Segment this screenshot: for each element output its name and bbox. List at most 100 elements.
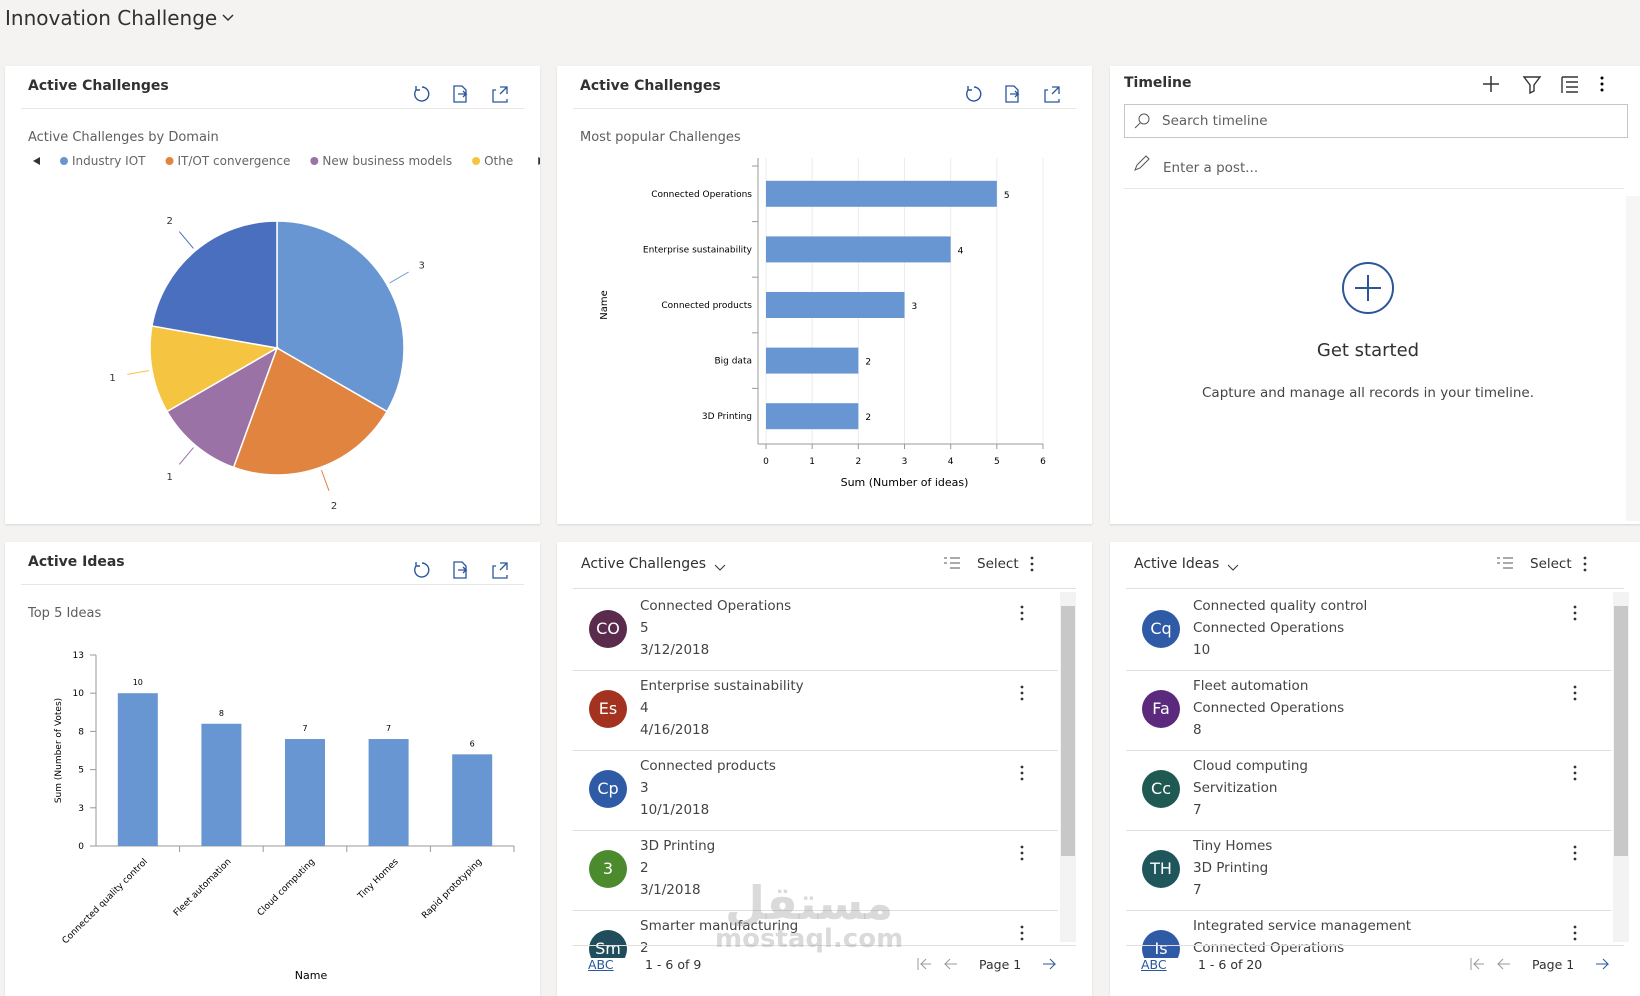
dot [1020,611,1024,615]
leader-line [178,231,194,249]
expand-icon[interactable] [1044,86,1060,103]
item-menu[interactable] [1572,924,1578,942]
export-icon[interactable] [453,85,468,103]
refresh-icon[interactable] [966,86,982,102]
select-icon[interactable] [942,554,962,574]
item-menu[interactable] [1572,764,1578,782]
item-menu[interactable] [1572,844,1578,862]
panel-actions[interactable] [414,85,508,103]
record-detail: 2 [640,860,649,876]
record-detail: 3D Printing [1193,860,1269,876]
export-icon[interactable] [1005,85,1020,103]
record-detail: Connected Operations [1193,940,1345,956]
divider [573,945,1076,946]
list-title[interactable]: Active Ideas [1134,556,1220,572]
dot [1020,697,1024,701]
panel-actions[interactable] [966,85,1060,103]
jump-bar[interactable]: ABC [588,957,614,972]
record-item[interactable]: Is Integrated service management Connected… [1126,910,1611,958]
timeline-panel: Timeline Search timeline Enter a post...… [1110,66,1640,524]
dot [1573,697,1577,701]
bar [285,739,325,846]
x-tick-label: Fleet automation [172,857,233,918]
data-label: 10 [133,678,143,687]
pager[interactable] [1468,954,1628,974]
select-icon[interactable] [1495,554,1515,574]
scroll-thumb[interactable] [1614,606,1628,856]
record-item[interactable]: Cq Connected quality control Connected Ope… [1126,590,1611,671]
record-item[interactable]: Cp Connected products 3 10/1/2018 [573,750,1058,831]
item-menu[interactable] [1019,684,1025,702]
legend-next[interactable] [538,157,540,165]
item-menu[interactable] [1572,604,1578,622]
select-button[interactable]: Select [977,556,1019,572]
ideas-list-panel: Active Ideas Select Cq Connected quality co… [1110,542,1640,996]
title-chevron[interactable] [222,14,234,22]
item-menu[interactable] [1019,604,1025,622]
refresh-icon[interactable] [414,562,430,578]
record-item[interactable]: Sm Smarter manufacturing 2 [573,910,1058,958]
record-item[interactable]: TH Tiny Homes 3D Printing 7 [1126,830,1611,911]
search-box[interactable]: Search timeline [1124,104,1628,138]
data-label: 2 [331,501,337,512]
dot [1573,691,1577,695]
bar [766,403,859,430]
more-icon[interactable] [1029,555,1035,573]
pager[interactable] [915,954,1075,974]
record-detail: Connected Operations [1193,620,1345,636]
add-icon[interactable] [1340,260,1396,316]
expand-icon[interactable] [492,86,508,103]
bar [766,347,859,374]
item-menu[interactable] [1019,844,1025,862]
dot [1583,556,1587,560]
first-page[interactable] [1470,958,1484,970]
dot [1573,611,1577,615]
record-item[interactable]: 3 3D Printing 2 3/1/2018 [573,830,1058,911]
prev-page[interactable] [943,958,957,970]
timeline-toolbar[interactable] [1480,72,1620,96]
record-item[interactable]: Cc Cloud computing Servitization 7 [1126,750,1611,831]
record-detail: 4 [640,700,649,716]
record-item[interactable]: CO Connected Operations 5 3/12/2018 [573,590,1058,671]
y-tick-label: 5 [78,766,84,776]
next-page[interactable] [1596,958,1610,970]
y-tick-label: 8 [78,727,84,737]
next-page[interactable] [1043,958,1057,970]
refresh-icon[interactable] [414,86,430,102]
list-chevron[interactable] [714,564,726,572]
item-menu[interactable] [1019,764,1025,782]
page-title[interactable]: Innovation Challenge [5,6,218,30]
prev-page[interactable] [1496,958,1510,970]
data-label: 3 [418,261,424,272]
list-title[interactable]: Active Challenges [581,556,707,572]
more-icon[interactable] [1582,555,1588,573]
first-page[interactable] [917,958,931,970]
jump-bar[interactable]: ABC [1141,957,1167,972]
record-item[interactable]: Fa Fleet automation Connected Operations 8 [1126,670,1611,751]
record-count: 1 - 6 of 20 [1198,957,1263,972]
item-menu[interactable] [1572,684,1578,702]
post-input[interactable]: Enter a post... [1163,160,1259,176]
scroll-thumb[interactable] [1061,606,1075,856]
item-menu[interactable] [1019,924,1025,942]
chart-title: Active Challenges by Domain [28,130,219,145]
avatar: Is [1142,930,1180,958]
search-placeholder: Search timeline [1162,113,1268,129]
avatar: Cp [589,770,627,808]
select-button[interactable]: Select [1530,556,1572,572]
record-item[interactable]: Es Enterprise sustainability 4 4/16/2018 [573,670,1058,751]
data-label: 4 [958,246,964,256]
panel-actions[interactable] [414,561,508,579]
export-icon[interactable] [453,561,468,579]
data-label: 8 [219,709,224,718]
challenges-list-panel: Active Challenges Select CO Connected Opera… [557,542,1092,996]
x-axis-title: Name [295,969,328,982]
list-chevron[interactable] [1227,564,1239,572]
bar [452,754,493,846]
expand-icon[interactable] [492,562,508,579]
dot [1020,691,1024,695]
avatar: Es [589,690,627,728]
legend-prev[interactable] [33,157,40,165]
avatar: TH [1142,850,1180,888]
scrollbar[interactable] [1626,196,1640,521]
